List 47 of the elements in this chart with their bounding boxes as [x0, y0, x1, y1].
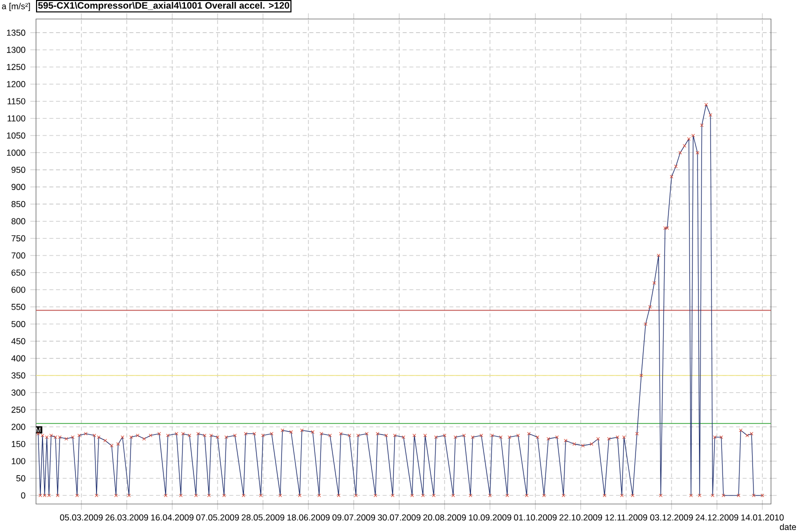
y-tick-label: 1250	[6, 64, 26, 70]
y-tick-label: 200	[12, 424, 26, 430]
x-tick-label: 01.10.2009	[514, 514, 557, 521]
y-tick-label: 700	[12, 252, 26, 259]
y-tick-label: 0	[21, 492, 26, 498]
y-tick-label: 950	[12, 166, 26, 173]
y-tick-label: 1350	[6, 30, 26, 36]
y-tick-label: 1300	[6, 46, 26, 53]
x-tick-label: 28.05.2009	[242, 514, 284, 521]
y-tick-label: 1100	[8, 115, 26, 122]
x-tick-label: 20.08.2009	[423, 514, 466, 521]
y-tick-label: 600	[12, 286, 26, 293]
y-tick-label: 850	[12, 201, 26, 208]
y-tick-label: 550	[12, 304, 26, 310]
y-tick-label: 500	[12, 320, 26, 328]
y-tick-label: 150	[12, 440, 26, 448]
y-axis-title: a [m/s²]	[2, 2, 30, 11]
y-tick-label: 350	[11, 372, 26, 379]
y-tick-label: 750	[12, 235, 26, 242]
y-tick-label: 900	[12, 184, 26, 190]
y-tick-label: 800	[12, 218, 26, 224]
x-tick-label: 07.05.2009	[196, 514, 239, 521]
x-tick-label: 03.12.2009	[650, 514, 693, 521]
y-tick-label: 400	[11, 355, 26, 362]
x-tick-label: 10.09.2009	[468, 514, 512, 521]
x-tick-label: 05.03.2009	[60, 514, 103, 521]
y-tick-label: 650	[12, 270, 26, 276]
y-tick-label: 1200	[6, 81, 26, 88]
y-tick-label: 300	[11, 390, 26, 396]
x-tick-label: 16.04.2009	[151, 514, 194, 521]
y-tick-label: 1050	[6, 132, 26, 139]
y-tick-label: 1000	[6, 150, 26, 156]
x-tick-label: 14.01.2010	[741, 514, 784, 521]
x-tick-label: 26.03.2009	[106, 514, 148, 521]
x-tick-label: 18.06.2009	[287, 514, 330, 521]
y-tick-label: 50	[16, 475, 26, 482]
y-tick-label: 250	[12, 406, 26, 413]
x-tick-label: 24.12.2009	[696, 514, 738, 521]
x-axis-title: date	[780, 524, 796, 530]
y-tick-label: 100	[12, 458, 26, 464]
chart-title: 595-CX1\Compressor\DE_axial4\1001 Overall accel. >120	[38, 2, 290, 11]
y-tick-label: 450	[11, 338, 26, 344]
x-tick-label: 12.11.2009	[605, 514, 648, 521]
x-tick-label: 22.10.2009	[560, 514, 602, 521]
x-tick-label: 30.07.2009	[378, 514, 420, 521]
x-tick-label: 09.07.2009	[332, 514, 376, 521]
y-tick-label: 1150	[8, 98, 26, 104]
